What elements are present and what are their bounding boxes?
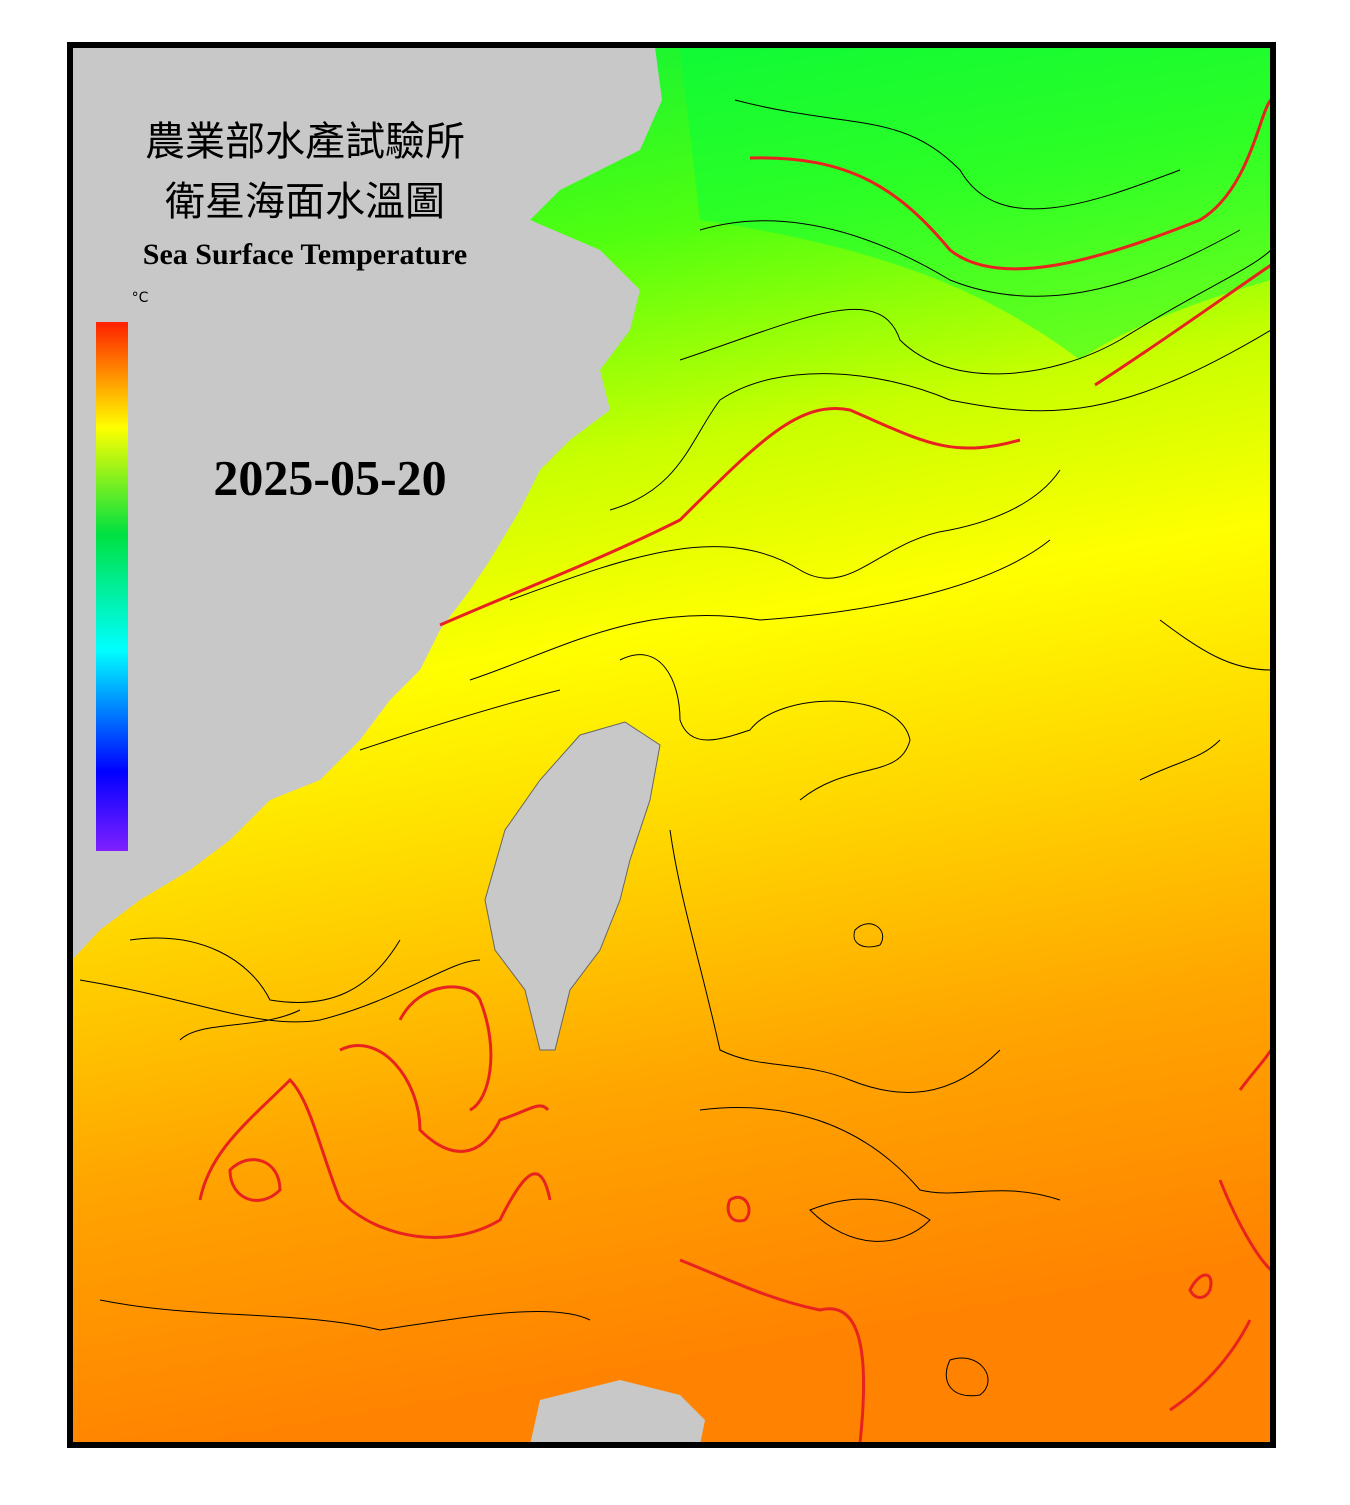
luzon (530, 1380, 705, 1443)
frame (67, 42, 1276, 1448)
red-contours (198, 98, 1271, 1443)
mainland (72, 47, 662, 960)
colorbar-unit: °C (132, 290, 149, 306)
colorbar (96, 322, 128, 851)
taiwan (484, 721, 661, 1051)
date: 2025-05-20 (213, 449, 446, 505)
title-en: Sea Surface Temperature (143, 238, 467, 271)
title-zh: 農業部水產試驗所 (145, 119, 465, 165)
title-zh: 衛星海面水溫圖 (165, 179, 445, 225)
contours (79, 99, 1271, 1397)
map-body (72, 47, 1271, 1443)
